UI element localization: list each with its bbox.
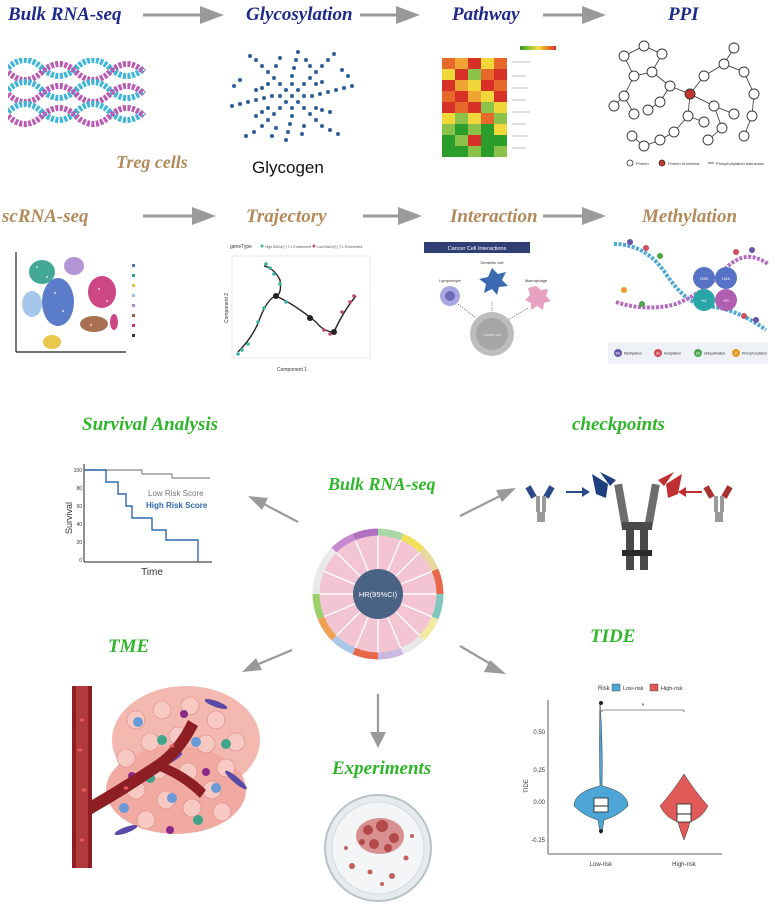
petri-dish <box>324 794 432 902</box>
ppi-title: PPI <box>668 4 699 25</box>
ppi-network: Protein Protein of interest Phosphorylat… <box>608 40 764 167</box>
histone-h2a: H2A <box>722 276 730 281</box>
tide-ytick-000: 0.00 <box>533 800 545 806</box>
survival-low-risk-label: Low Risk Score <box>148 489 204 498</box>
checkpoints-title: checkpoints <box>572 414 665 435</box>
cci-cancer-cell-label: Cancer cell <box>483 333 501 337</box>
tide-legend-high: High-risk <box>661 686 683 692</box>
trajectory-plot: geneType High BAG4(+) T.1 Enrichment Low… <box>224 244 371 373</box>
meth-legend-acetylation: Acetylation <box>664 352 681 356</box>
center-bulk-rnaseq-title: Bulk RNA-seq <box>328 474 436 494</box>
circular-hr-plot: HR(95%CI) <box>312 528 444 660</box>
survival-ytick-40: 40 <box>76 522 82 528</box>
traj-legend-low: Low BAG4(+) T.1 Enrichment <box>317 245 362 249</box>
survival-ytick-0: 0 <box>79 558 82 564</box>
survival-km-plot: 100 80 60 40 20 0 Low Risk Score High Ri… <box>64 464 212 578</box>
survival-ytick-20: 20 <box>76 540 82 546</box>
bulk-rnaseq-title: Bulk RNA-seq <box>8 4 122 25</box>
treg-cells-label: Treg cells <box>116 152 188 172</box>
tide-legend-low: Low-risk <box>623 686 644 692</box>
tide-violin-plot: Risk Low-risk High-risk 0.50 0.25 0.00 -… <box>524 683 722 868</box>
tme-title: TME <box>108 636 150 657</box>
survival-ytick-100: 100 <box>74 468 83 474</box>
cancer-cell-interactions: Cancer Cell Interactions Dendritic cell … <box>424 242 551 356</box>
glycogen-structure <box>230 50 354 142</box>
traj-legend-high: High BAG4(+) T.1 Enrichment <box>265 245 311 249</box>
histone-h4: H4 <box>701 298 707 303</box>
survival-analysis-title: Survival Analysis <box>82 414 219 435</box>
hr-center-label: HR(95%CI) <box>359 590 398 599</box>
scrna-umap <box>15 252 135 353</box>
meth-key-p: P <box>735 352 738 356</box>
pathway-title: Pathway <box>452 4 520 25</box>
meth-key-ub: Ub <box>696 352 701 356</box>
tide-significance: * <box>642 703 645 710</box>
survival-high-risk-label: High Risk Score <box>146 501 208 510</box>
cci-lymphocyte-label: Lymphocyte <box>439 278 461 283</box>
trajectory-title: Trajectory <box>246 206 327 227</box>
interaction-title: Interaction <box>450 206 538 227</box>
survival-ytick-60: 60 <box>76 504 82 510</box>
histone-h3: H3 <box>723 298 729 303</box>
scrnaseq-title: scRNA-seq <box>2 206 89 227</box>
tme-illustration <box>72 686 260 868</box>
meth-legend-methylation: Methylation <box>624 352 642 356</box>
cci-title: Cancer Cell Interactions <box>448 246 507 252</box>
tide-ytick-050: 0.50 <box>533 730 545 736</box>
tide-ylabel: TIDE <box>524 779 530 793</box>
checkpoint-antibodies <box>525 472 733 570</box>
tide-xtick-high: High-risk <box>672 862 697 868</box>
ppi-legend-protein-of-interest: Protein of interest <box>668 161 700 166</box>
glycogen-label: Glycogen <box>252 158 324 177</box>
meth-legend-ubiquitination: Ubiquitination <box>704 352 725 356</box>
tide-ytick-neg025: -0.25 <box>531 838 545 844</box>
traj-xlabel: Component 1 <box>277 367 307 373</box>
histone-h2b: H2B <box>700 276 708 281</box>
survival-ytick-80: 80 <box>76 486 82 492</box>
traj-legend-title: geneType <box>230 244 252 250</box>
tide-ytick-025: 0.25 <box>533 768 545 774</box>
tide-legend-title: Risk <box>598 686 611 692</box>
histone-modification-diagram: H2B H2A H4 H3 Me Methylation Ac Acetylat… <box>608 239 770 364</box>
flow-arrows-top <box>143 6 606 225</box>
flow-arrows-radial <box>242 488 516 748</box>
experiments-title: Experiments <box>332 758 432 779</box>
ppi-legend-interaction: Phosphorylation interaction <box>716 161 764 166</box>
survival-ylabel: Survival <box>64 502 74 534</box>
survival-xlabel: Time <box>141 567 163 578</box>
cci-dendritic-label: Dendritic cell <box>481 260 504 265</box>
meth-legend-phosphorylation: Phosphorylation <box>742 352 767 356</box>
tide-title: TIDE <box>590 626 636 647</box>
meth-key-me: Me <box>616 352 621 356</box>
glycosylation-title: Glycosylation <box>246 4 353 25</box>
traj-ylabel: Component 2 <box>224 293 230 323</box>
methylation-title: Methylation <box>642 206 738 227</box>
meth-key-ac: Ac <box>656 352 660 356</box>
ppi-legend-protein: Protein <box>636 161 649 166</box>
pathway-heatmap <box>442 46 556 157</box>
cci-macrophage-label: Macrophage <box>525 278 548 283</box>
bulk-rnaseq-waves <box>8 58 147 127</box>
tide-xtick-low: Low-risk <box>590 862 613 868</box>
